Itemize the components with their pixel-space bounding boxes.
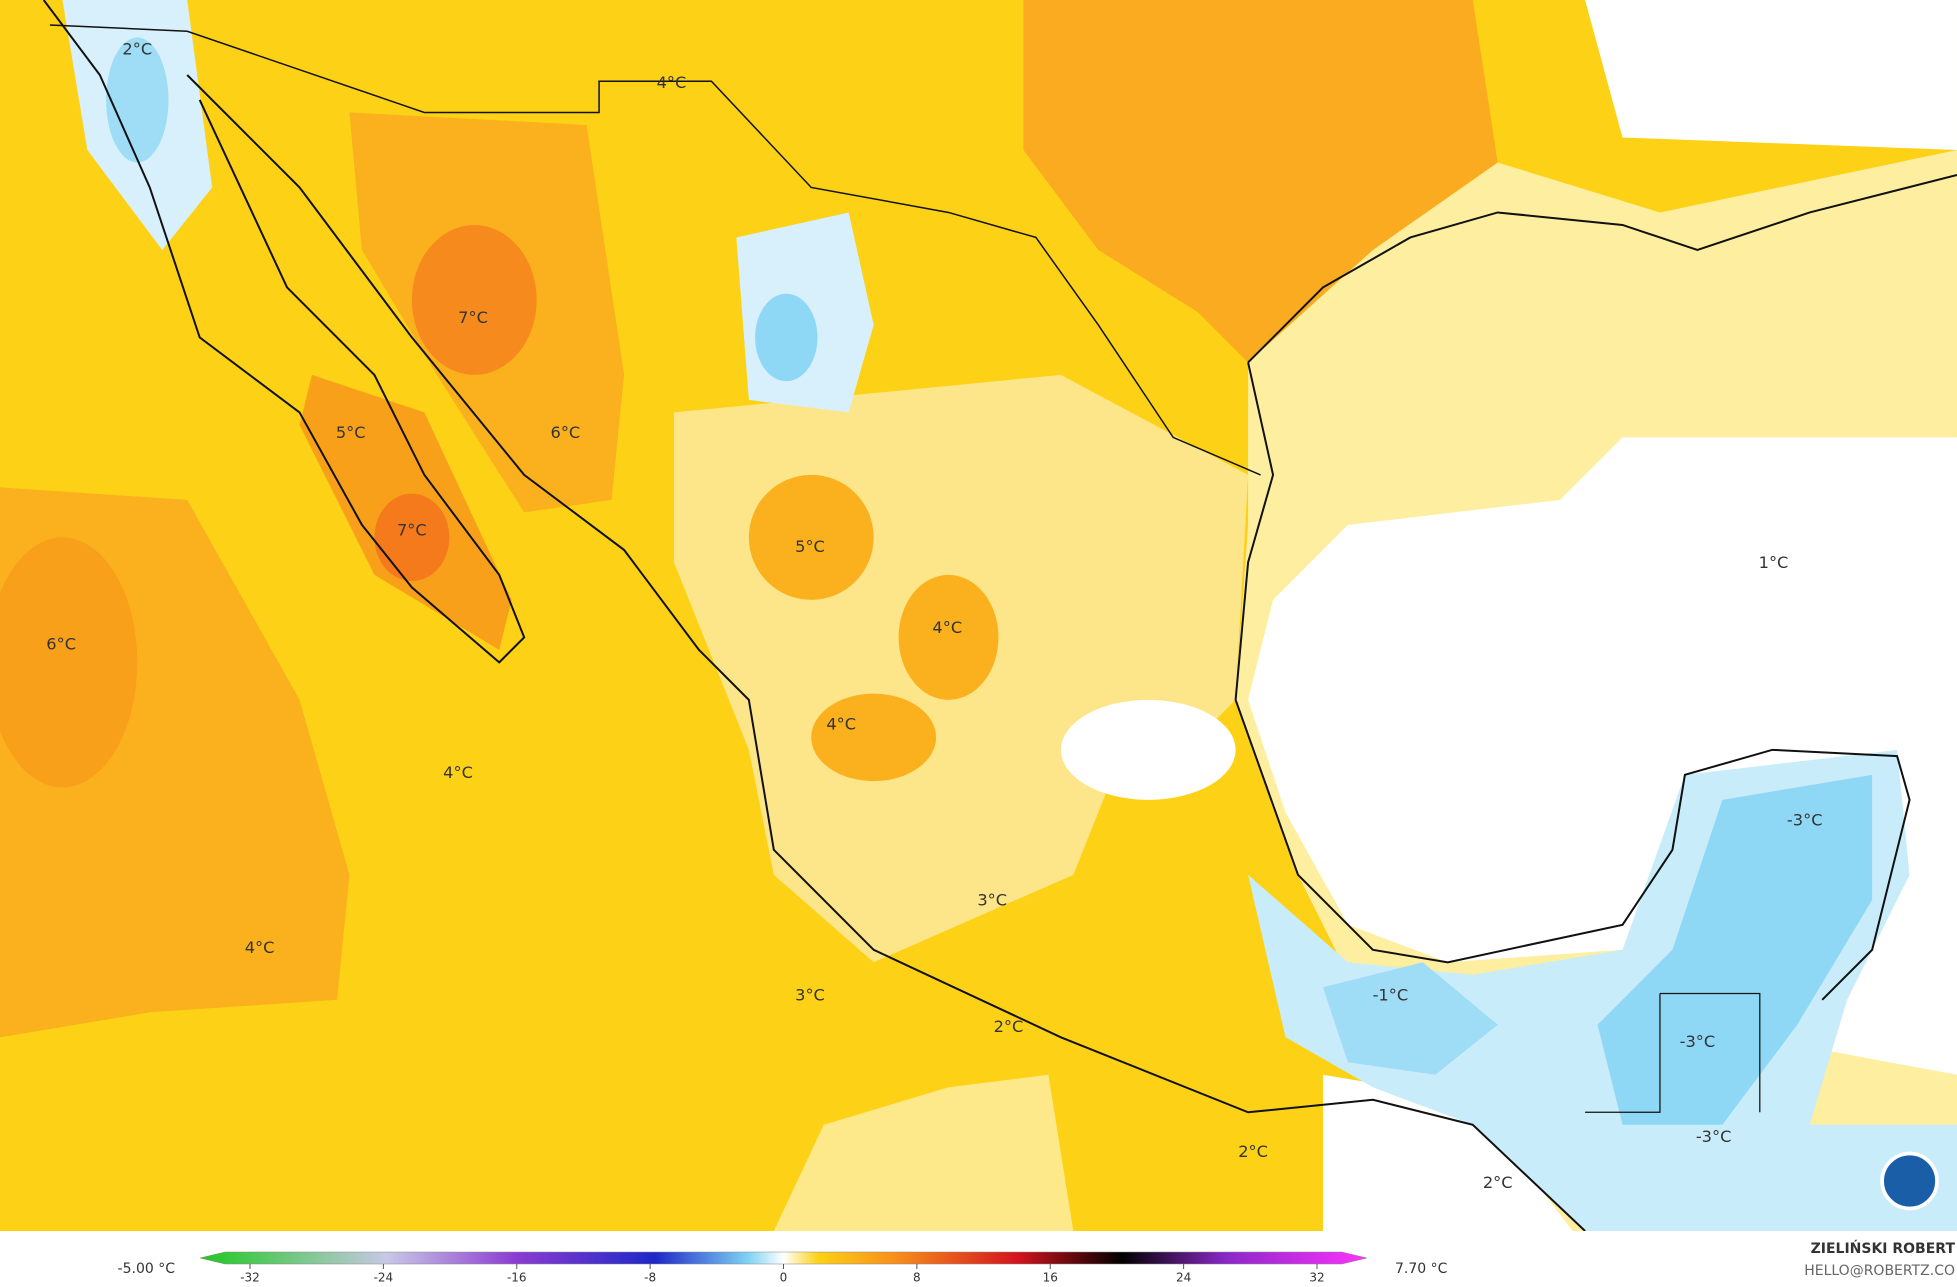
- orange-spot: [811, 693, 937, 782]
- temperature-label: -3°C: [1680, 1032, 1716, 1051]
- temperature-label: 4°C: [826, 714, 856, 733]
- temperature-label: 2°C: [1483, 1173, 1513, 1192]
- temperature-label: -3°C: [1696, 1127, 1732, 1146]
- gulf-coast: [1234, 362, 1911, 1001]
- temperature-label: -1°C: [1373, 986, 1409, 1005]
- pacific-white: [1322, 1074, 1573, 1231]
- tick-label: 0: [780, 1271, 788, 1285]
- tick-label: -32: [240, 1271, 260, 1285]
- contact: HELLO@ROBERTZ.CO: [1804, 1263, 1955, 1279]
- colorbar-max: 7.70 °C: [1395, 1261, 1448, 1277]
- temperature-label: 4°C: [932, 618, 962, 637]
- pacific-coast: [186, 74, 1586, 1231]
- temperature-label: -3°C: [1787, 811, 1823, 830]
- footer: -5.00 °C 7.70 °C ZIELIŃSKI ROBERT HELLO@…: [118, 1239, 1956, 1285]
- temperature-label: 6°C: [46, 634, 76, 653]
- map-labels: 2°C 4°C 7°C 5°C 6°C 7°C 6°C 5°C 4°C 1°C 4°C 4°C -3°C…: [46, 39, 1822, 1192]
- map: 2°C 4°C 7°C 5°C 6°C 7°C 6°C 5°C 4°C 1°C 4°C 4°C -3°C…: [0, 0, 1957, 1231]
- tick-label: 24: [1176, 1271, 1191, 1285]
- border: [1585, 992, 1761, 1113]
- colorbar: [199, 1251, 1368, 1265]
- cool-core: [106, 37, 169, 163]
- cool-core: [1597, 774, 1873, 1125]
- colorbar-min: -5.00 °C: [118, 1261, 176, 1277]
- temperature-label: 2°C: [122, 39, 152, 58]
- noaa-logo: [1880, 1151, 1939, 1211]
- temperature-label: 5°C: [795, 537, 825, 556]
- orange-core: [411, 224, 537, 375]
- temperature-label: 2°C: [994, 1017, 1024, 1036]
- white-spot: [1060, 699, 1236, 800]
- white-area: [1585, 0, 1957, 150]
- border: [49, 24, 1261, 476]
- orange-core: [0, 537, 138, 788]
- temperature-label: 3°C: [977, 891, 1007, 910]
- pale-area: [773, 1074, 1074, 1231]
- cool-core: [755, 293, 818, 382]
- orange-area: [1023, 0, 1498, 363]
- tick-label: -16: [507, 1271, 527, 1285]
- temperature-label: 4°C: [245, 938, 275, 957]
- tick-label: -24: [374, 1271, 394, 1285]
- tick-label: 16: [1043, 1271, 1058, 1285]
- temperature-label: 2°C: [1238, 1142, 1268, 1161]
- baja-coast: [42, 0, 526, 664]
- temperature-label: 3°C: [795, 986, 825, 1005]
- temperature-label: 7°C: [458, 308, 488, 327]
- temperature-label: 5°C: [336, 423, 366, 442]
- temperature-label: 4°C: [657, 73, 687, 92]
- cool-core: [1322, 962, 1498, 1075]
- temperature-label: 7°C: [397, 521, 427, 540]
- colorbar-ticks: -32 -24 -16 -8 0 8 16 24 32: [240, 1264, 1325, 1285]
- tick-label: 32: [1309, 1271, 1324, 1285]
- orange-spot: [748, 474, 874, 600]
- temperature-label: 6°C: [551, 423, 581, 442]
- tick-label: -8: [644, 1271, 656, 1285]
- us-coast: [1247, 173, 1957, 364]
- orange-core: [374, 493, 450, 582]
- orange-spot: [898, 574, 999, 700]
- tick-label: 8: [913, 1271, 921, 1285]
- temperature-label: 4°C: [443, 763, 473, 782]
- coastlines: [42, 0, 1957, 1231]
- author: ZIELIŃSKI ROBERT: [1811, 1239, 1956, 1257]
- temperature-label: 1°C: [1759, 553, 1789, 572]
